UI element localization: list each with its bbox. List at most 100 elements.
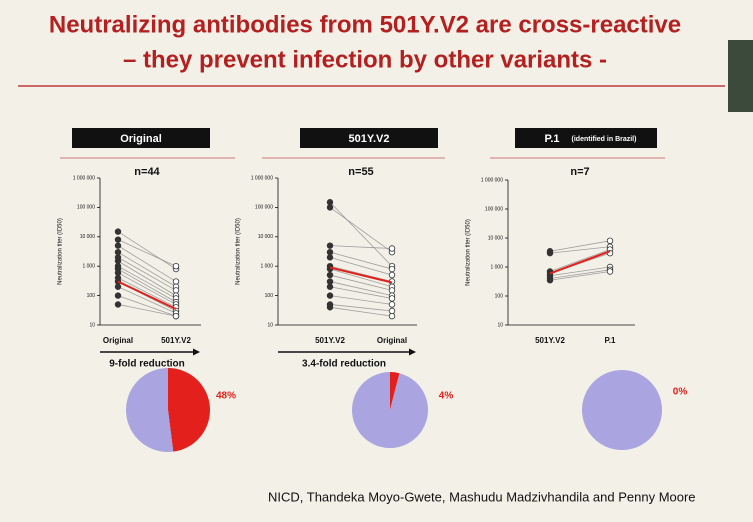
series-line [329,256,393,276]
data-point [172,263,180,270]
y-axis-label: Neutralization titer (ID50) [58,218,64,285]
pie-slice [351,372,428,448]
series-line [329,274,393,291]
x-tick-label: Original [377,336,407,345]
y-tick-label: 10 000 [80,234,96,240]
y-tick-label: 10 000 [488,235,504,241]
data-point [326,254,334,261]
series-line [549,240,611,252]
y-tick-label: 100 000 [485,206,503,212]
series-line [117,295,177,317]
x-tick-label: P.1 [605,336,617,345]
y-tick-label: 1 000 [260,264,273,270]
series-line [117,265,177,299]
series-line [329,286,393,299]
data-point [326,292,334,299]
panel-title: 501Y.V2 [349,133,390,145]
panel-header [72,128,210,148]
series-line [329,304,393,312]
series-line [117,286,177,314]
y-tick-label: 100 000 [77,205,95,211]
series-line [549,249,611,272]
reduction-label: 3.4-fold reduction [302,359,386,370]
arrow-head [409,348,416,356]
series-line [117,251,177,288]
x-tick-label: 501Y.V2 [161,336,191,345]
series-line [117,245,177,282]
pie-label: 48% [216,391,236,402]
y-tick-label: 10 000 [258,234,274,240]
data-point [326,278,334,285]
data-point [326,248,334,256]
series-line [117,280,177,310]
panel-title: Original [120,133,162,145]
panel-header [515,128,657,148]
series-line [329,201,393,267]
series-line [329,295,393,305]
sample-size: n=7 [570,166,589,178]
pie-slice [126,368,174,452]
sample-size: n=44 [134,166,160,178]
data-point [114,257,122,265]
series-line [549,250,611,275]
x-tick-label: Original [103,336,133,345]
series-line [117,277,177,308]
credit: NICD, Thandeka Moyo-Gwete, Mashudu Madzi… [268,489,696,504]
series-line [117,260,177,296]
y-tick-label: 1 000 [490,264,503,270]
data-point [388,245,396,252]
series-line [117,257,177,291]
data-point [606,237,614,245]
x-tick-label: 501Y.V2 [315,336,345,345]
series-line [549,246,611,254]
y-tick-label: 100 000 [255,205,273,211]
data-point [114,283,122,290]
slide-title: Neutralizing antibodies from 501Y.V2 are… [49,11,681,38]
y-axis-label: Neutralization titer (ID50) [236,218,242,285]
data-point [388,312,396,320]
data-point [172,278,180,285]
y-tick-label: 1 000 000 [481,177,503,183]
series-line [329,306,393,317]
series-line [117,231,177,270]
panel-note: (identified in Brazil) [572,136,637,143]
y-tick-label: 100 [495,293,504,299]
reduction-label: 9-fold reduction [109,359,185,370]
data-point [388,287,396,294]
y-tick-label: 10 [497,322,503,328]
data-point [326,199,334,206]
data-point [546,277,554,284]
data-point [114,248,122,256]
y-tick-label: 100 [87,293,96,299]
pie-label: 0% [673,387,688,398]
data-point [546,249,554,257]
series-line [549,269,611,279]
pie-slice [168,368,211,452]
series-line [329,245,393,249]
data-point [326,204,334,211]
webcam-thumbnail [728,40,753,112]
y-axis-label: Neutralization titer (ID50) [466,219,472,286]
data-point [388,307,396,315]
data-point [388,265,396,273]
x-tick-label: 501Y.V2 [535,336,565,345]
series-line [329,207,393,253]
data-point [326,304,334,311]
pie-slice [582,370,662,450]
data-point [326,242,334,249]
panel-title: P.1 [544,133,559,145]
data-point [172,287,180,294]
data-point [114,242,122,249]
y-tick-label: 1 000 000 [73,175,95,181]
sample-size: n=55 [348,166,373,178]
series-line [329,268,393,288]
data-point [114,301,122,308]
data-point [114,292,122,299]
series-line [549,266,611,277]
y-tick-label: 100 [265,293,274,299]
series-line [117,304,177,317]
data-point [114,236,122,243]
pie-slice [390,372,400,410]
panel-header [300,128,438,148]
series-line [549,271,611,281]
